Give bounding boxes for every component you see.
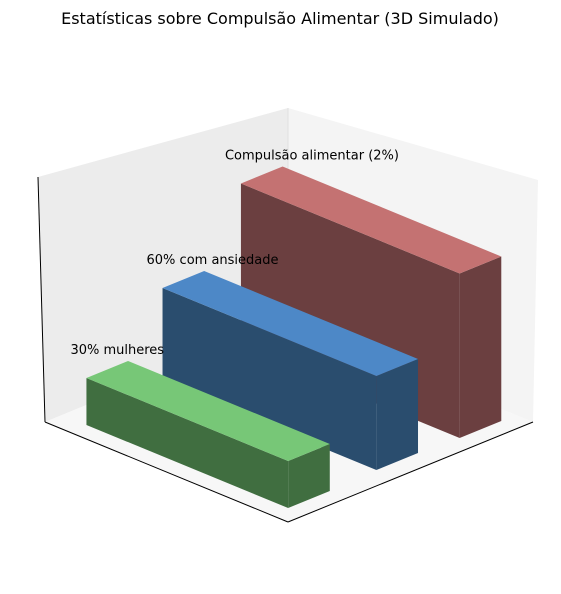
bar-label: 30% mulheres (70, 343, 164, 358)
y-axis (287, 421, 534, 523)
bar-top (240, 166, 502, 274)
bar-side (162, 288, 377, 470)
chart-title: Estatísticas sobre Compulsão Alimentar (… (61, 9, 499, 28)
z-axis (37, 176, 46, 423)
x-axis (44, 421, 289, 523)
bar-end (288, 444, 330, 508)
bar-top (162, 271, 419, 376)
bar-label: 60% com ansiedade (147, 253, 279, 268)
bar-side (86, 378, 289, 508)
bar-label: Compulsão alimentar (2%) (225, 149, 399, 164)
bar-end (459, 256, 502, 438)
bar-top (86, 361, 330, 461)
bar-end (376, 359, 419, 470)
